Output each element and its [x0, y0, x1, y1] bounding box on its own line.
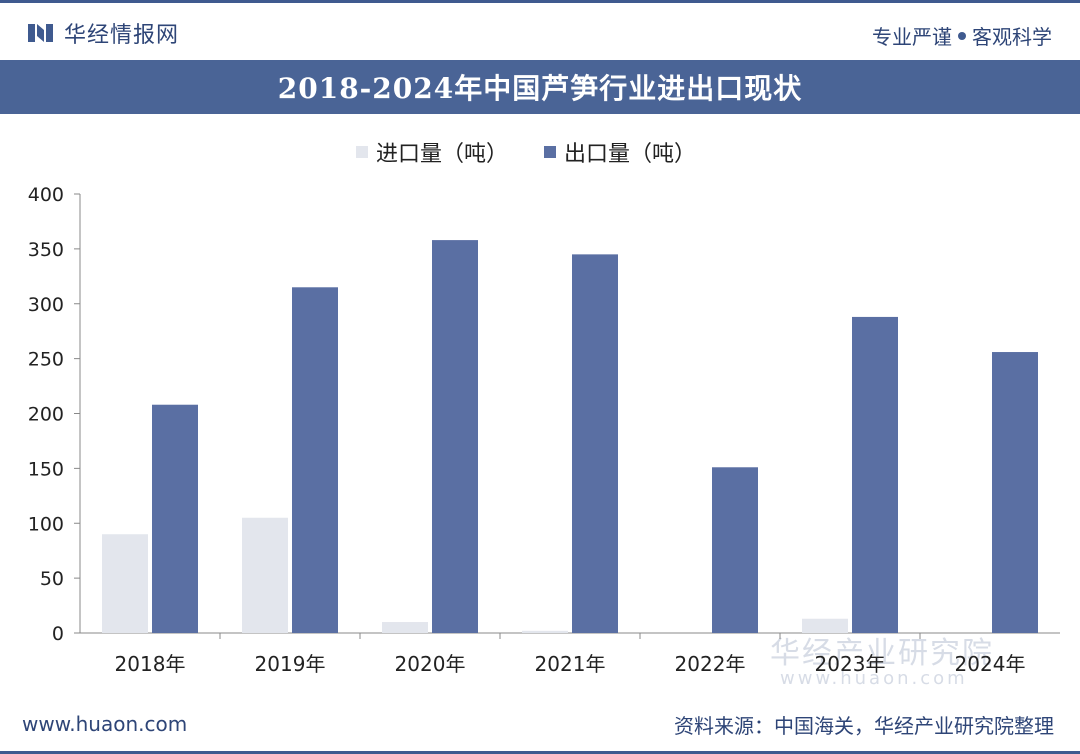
bar-export	[992, 352, 1038, 633]
chart-legend: 进口量（吨） 出口量（吨）	[356, 136, 696, 168]
x-tick-label: 2024年	[955, 652, 1026, 676]
footer-source: 资料来源：中国海关，华经产业研究院整理	[674, 714, 1054, 738]
bar-export	[152, 404, 198, 633]
bar-export	[852, 316, 898, 633]
y-tick-label: 50	[40, 568, 64, 590]
footer-website[interactable]: www.huaon.com	[22, 712, 188, 736]
header-bar: 华经情报网 专业严谨 客观科学	[0, 0, 1080, 56]
bar-chart: 0 50 100 150 200 250 300 350 400 2018年 2019年 2020年 2…	[28, 184, 1060, 676]
legend-label-export: 出口量（吨）	[564, 142, 697, 167]
x-tick-label: 2021年	[535, 652, 606, 676]
bar-import	[102, 534, 148, 633]
brand-name: 华经情报网	[64, 23, 180, 48]
y-tick-label: 100	[28, 513, 64, 535]
y-tick-label: 250	[28, 349, 64, 371]
dot-icon	[958, 31, 966, 40]
brand[interactable]: 华经情报网	[28, 17, 179, 49]
slogan: 专业严谨 客观科学	[872, 21, 1052, 50]
watermark-text: 华经产业研究院	[770, 636, 994, 671]
bar-export	[432, 240, 478, 633]
x-tick-label: 2019年	[255, 652, 326, 676]
legend-swatch-import	[356, 146, 368, 158]
x-tick-label: 2023年	[815, 652, 886, 676]
x-tick-label: 2018年	[115, 652, 186, 676]
legend-item-export[interactable]: 出口量（吨）	[544, 136, 696, 168]
legend-label-import: 进口量（吨）	[376, 142, 509, 167]
x-tick-label: 2020年	[395, 652, 466, 676]
y-tick-label: 300	[28, 294, 64, 316]
y-tick-label: 350	[28, 239, 64, 261]
y-tick-label: 150	[28, 458, 64, 480]
bar-import	[242, 517, 288, 633]
footer-bar: www.huaon.com 资料来源：中国海关，华经产业研究院整理	[0, 698, 1080, 754]
y-tick-label: 400	[28, 184, 64, 206]
bar-export	[572, 254, 618, 634]
bar-import	[382, 622, 428, 633]
y-tick-label: 0	[52, 623, 64, 645]
bar-export	[712, 467, 758, 633]
brand-logo-icon	[28, 24, 53, 42]
chart-title: 2018-2024年中国芦笋行业进出口现状	[277, 72, 803, 105]
legend-item-import[interactable]: 进口量（吨）	[356, 136, 508, 168]
title-bar: 2018-2024年中国芦笋行业进出口现状	[0, 60, 1080, 114]
bar-export	[292, 287, 338, 633]
y-tick-label: 200	[28, 404, 64, 426]
x-tick-label: 2022年	[675, 652, 746, 676]
slogan-left: 专业严谨	[872, 25, 952, 49]
slogan-right: 客观科学	[972, 25, 1052, 49]
legend-swatch-export	[544, 146, 557, 158]
bar-import	[802, 618, 848, 633]
bar-import	[522, 630, 568, 633]
watermark-url: www.huaon.com	[780, 668, 968, 689]
